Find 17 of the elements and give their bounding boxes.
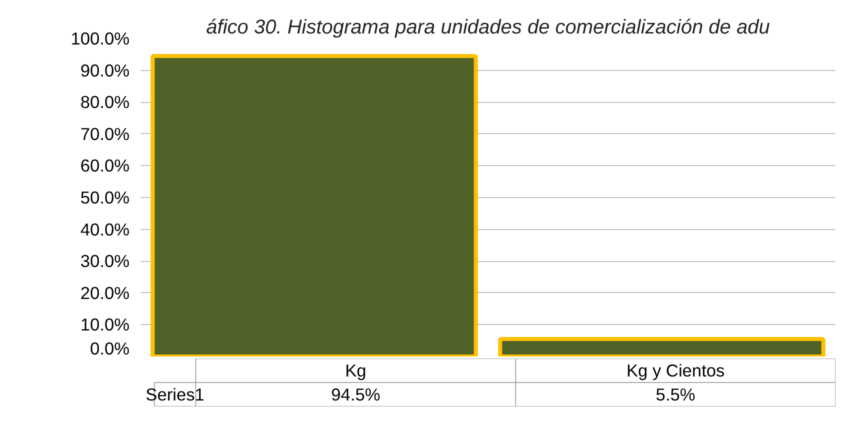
y-tick-label: 100.0% [70, 28, 130, 48]
x-tick-label: Kg y Cientos [626, 360, 726, 380]
y-tick-label: 70.0% [80, 124, 130, 144]
y-tick-label: 40.0% [80, 219, 130, 240]
y-tick-label: 10.0% [80, 314, 130, 335]
data-label: 5.5% [656, 384, 696, 404]
series-label: Series1 [146, 384, 204, 404]
y-tick-label: 60.0% [80, 156, 130, 176]
x-tick-label: Kg [345, 360, 366, 380]
y-tick-label: 90.0% [80, 60, 130, 80]
data-label: 94.5% [331, 384, 380, 404]
y-tick-label: 0.0% [90, 338, 130, 358]
y-tick-label: 30.0% [80, 251, 130, 272]
chart-title: áfico 30. Histograma para unidades de comercialización de adu [206, 16, 770, 38]
y-tick-label: 80.0% [80, 92, 130, 112]
y-tick-label: 20.0% [80, 282, 130, 303]
y-tick-label: 50.0% [80, 188, 130, 208]
